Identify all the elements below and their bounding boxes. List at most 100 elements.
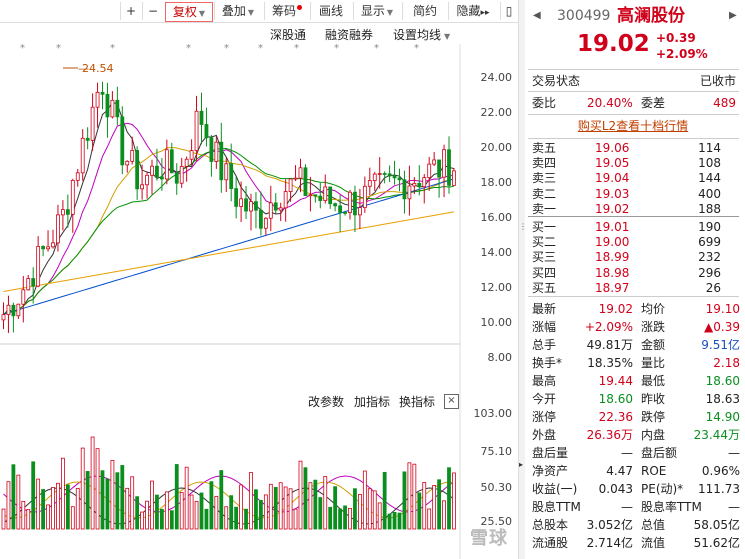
volume-bar bbox=[70, 506, 75, 530]
candle-body bbox=[447, 149, 451, 186]
candle-body bbox=[357, 207, 362, 216]
ask-row[interactable]: 卖二 19.03 400 bbox=[525, 187, 741, 201]
huaxian-button[interactable]: 画线 bbox=[310, 2, 351, 20]
bid-row[interactable]: 买二 19.00 699 bbox=[525, 235, 741, 249]
kline-panel: + − 复权 ▼ 叠加 ▼ 筹码 画线 显示 ▼ 简约 隐藏▸▸ ▯ 深股通 融资融券… bbox=[0, 0, 518, 559]
bid-row[interactable]: 买三 18.99 232 bbox=[525, 250, 741, 264]
chouma-button[interactable]: 筹码 bbox=[264, 2, 309, 20]
event-star-icon[interactable]: * bbox=[374, 44, 379, 54]
volume-bar bbox=[6, 481, 11, 530]
volume-bar bbox=[229, 495, 234, 530]
rongzi-link[interactable]: 融资融券 bbox=[325, 28, 374, 42]
ask-price: 19.03 bbox=[595, 186, 630, 201]
candle-body bbox=[145, 174, 149, 186]
chevron-down-icon: ▼ bbox=[444, 32, 451, 41]
volume-bar bbox=[189, 494, 194, 530]
stat-value: +2.09% bbox=[584, 320, 633, 334]
volume-bar bbox=[323, 476, 328, 530]
panel-toggle-icon[interactable]: ▯ bbox=[500, 2, 517, 20]
candle-body bbox=[387, 173, 392, 177]
stat-label: 换手* bbox=[532, 356, 563, 370]
event-star-icon[interactable]: * bbox=[224, 44, 229, 54]
divider bbox=[528, 91, 739, 92]
candle-body bbox=[184, 158, 189, 167]
yincang-button[interactable]: 隐藏▸▸ bbox=[448, 2, 497, 20]
stat-label: 盘后额 bbox=[641, 446, 678, 460]
volume-bar bbox=[140, 511, 145, 530]
candle-body bbox=[61, 209, 65, 216]
change-params-button[interactable]: 改参数 bbox=[308, 395, 345, 409]
bid-row[interactable]: 买五 18.97 26 bbox=[525, 281, 741, 295]
candle-body bbox=[258, 209, 263, 229]
watermark-logo: 雪球 bbox=[470, 528, 508, 549]
volume-bar bbox=[234, 506, 239, 530]
stat-label: 最新 bbox=[532, 302, 557, 316]
volume-bar bbox=[298, 460, 303, 530]
stat-label: ROE bbox=[641, 464, 667, 478]
candle-body bbox=[402, 179, 407, 200]
event-star-icon[interactable]: * bbox=[334, 44, 339, 54]
add-indicator-button[interactable]: 加指标 bbox=[354, 395, 391, 409]
volume-bar bbox=[239, 484, 244, 530]
xianshi-dropdown[interactable]: 显示 ▼ bbox=[353, 2, 400, 20]
candle-body bbox=[362, 185, 367, 209]
ask-row[interactable]: 卖一 19.02 188 bbox=[525, 202, 741, 216]
next-stock-icon[interactable]: ▶ bbox=[729, 10, 737, 21]
candle-body bbox=[155, 165, 159, 178]
event-star-icon[interactable]: * bbox=[56, 44, 61, 54]
chouma-label: 筹码 bbox=[271, 4, 296, 18]
ask-label: 卖四 bbox=[532, 156, 557, 171]
stat-value: 19.10 bbox=[705, 302, 740, 316]
volume-bar bbox=[90, 436, 95, 530]
ask-row[interactable]: 卖三 19.04 144 bbox=[525, 171, 741, 185]
event-star-icon[interactable]: * bbox=[186, 44, 191, 54]
candle-body bbox=[367, 180, 372, 187]
candle-body bbox=[204, 124, 209, 139]
candle-body bbox=[56, 214, 60, 244]
diejia-dropdown[interactable]: 叠加 ▼ bbox=[214, 2, 261, 20]
candle-body bbox=[283, 191, 288, 209]
zoom-out-button[interactable]: − bbox=[142, 2, 163, 20]
candle-body bbox=[85, 137, 90, 141]
candle-body bbox=[293, 177, 298, 180]
weibi-value: 20.40% bbox=[587, 96, 633, 110]
candle-body bbox=[150, 165, 154, 176]
stat-value: 111.73 bbox=[698, 482, 740, 496]
bid-row[interactable]: 买四 18.98 296 bbox=[525, 266, 741, 280]
candle-body bbox=[41, 246, 45, 250]
stat-label: 流值 bbox=[641, 536, 666, 550]
event-star-icon[interactable]: * bbox=[294, 44, 299, 54]
candle-body bbox=[254, 201, 258, 211]
shengutong-link[interactable]: 深股通 bbox=[270, 28, 307, 42]
fuquan-dropdown[interactable]: 复权 ▼ bbox=[165, 2, 213, 22]
stat-value: 2.18 bbox=[713, 356, 740, 370]
ask-row[interactable]: 卖四 19.05 108 bbox=[525, 156, 741, 170]
bid-row[interactable]: 买一 19.01 190 bbox=[525, 220, 741, 234]
stat-value: 18.63 bbox=[705, 392, 740, 406]
candle-body bbox=[224, 163, 229, 181]
switch-indicator-button[interactable]: 换指标 bbox=[399, 395, 436, 409]
event-star-icon[interactable]: * bbox=[20, 44, 25, 54]
ma-settings-dropdown[interactable]: 设置均线 ▼ bbox=[393, 27, 450, 43]
stat-value: 0.96% bbox=[701, 464, 740, 478]
prev-stock-icon[interactable]: ◀ bbox=[533, 10, 541, 21]
volume-bar bbox=[21, 500, 26, 530]
volume-bar bbox=[288, 488, 293, 530]
stat-label: 流通股 bbox=[532, 536, 569, 550]
ask-row[interactable]: 卖五 19.06 114 bbox=[525, 141, 741, 155]
close-icon[interactable]: × bbox=[444, 394, 459, 409]
jianyue-button[interactable]: 简约 bbox=[402, 2, 447, 20]
zoom-in-button[interactable]: + bbox=[120, 2, 141, 20]
event-star-icon[interactable]: * bbox=[110, 44, 115, 54]
stat-value: 0.043 bbox=[598, 482, 633, 496]
candle-body bbox=[214, 141, 219, 162]
price-tick: 20.00 bbox=[480, 141, 513, 154]
l2-upgrade-link[interactable]: 购买L2查看十档行情 bbox=[577, 119, 689, 133]
candlestick-chart[interactable]: * * * * * * * * * * — bbox=[0, 44, 518, 559]
volume-bar bbox=[125, 487, 130, 530]
candle-body bbox=[397, 177, 402, 181]
event-star-icon[interactable]: * bbox=[414, 44, 419, 54]
event-star-icon[interactable]: * bbox=[258, 44, 263, 54]
volume-bar bbox=[169, 510, 174, 530]
volume-bar bbox=[115, 472, 120, 530]
